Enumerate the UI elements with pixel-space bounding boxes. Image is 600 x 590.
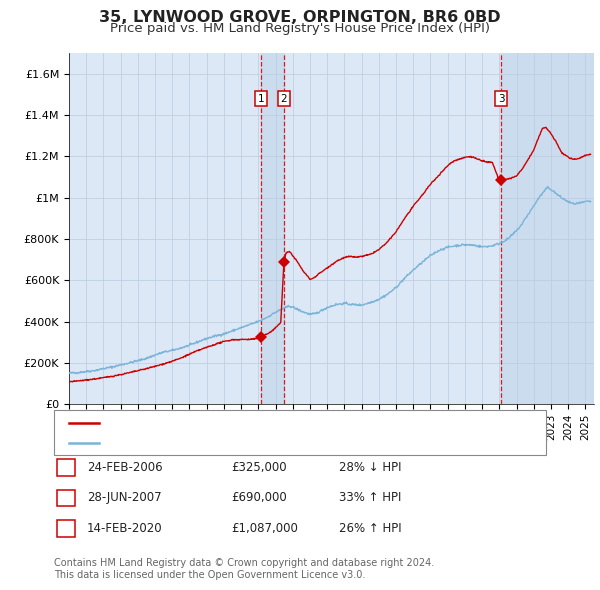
Text: Contains HM Land Registry data © Crown copyright and database right 2024.
This d: Contains HM Land Registry data © Crown c… <box>54 558 434 580</box>
Text: 3: 3 <box>62 522 70 535</box>
Text: 28-JUN-2007: 28-JUN-2007 <box>87 491 161 504</box>
Text: 2: 2 <box>62 491 70 504</box>
Text: 28% ↓ HPI: 28% ↓ HPI <box>339 461 401 474</box>
Text: HPI: Average price, detached house, Bromley: HPI: Average price, detached house, Brom… <box>108 438 361 448</box>
Text: 1: 1 <box>62 461 70 474</box>
Bar <box>261 53 284 404</box>
Text: 14-FEB-2020: 14-FEB-2020 <box>87 522 163 535</box>
Text: 1: 1 <box>257 94 264 104</box>
Text: £325,000: £325,000 <box>231 461 287 474</box>
Text: 3: 3 <box>498 94 505 104</box>
Text: 26% ↑ HPI: 26% ↑ HPI <box>339 522 401 535</box>
Text: £690,000: £690,000 <box>231 491 287 504</box>
Text: 33% ↑ HPI: 33% ↑ HPI <box>339 491 401 504</box>
Text: 35, LYNWOOD GROVE, ORPINGTON, BR6 0BD (detached house): 35, LYNWOOD GROVE, ORPINGTON, BR6 0BD (d… <box>108 418 461 428</box>
Text: Price paid vs. HM Land Registry's House Price Index (HPI): Price paid vs. HM Land Registry's House … <box>110 22 490 35</box>
Text: 2: 2 <box>281 94 287 104</box>
Text: 35, LYNWOOD GROVE, ORPINGTON, BR6 0BD: 35, LYNWOOD GROVE, ORPINGTON, BR6 0BD <box>99 10 501 25</box>
Text: 24-FEB-2006: 24-FEB-2006 <box>87 461 163 474</box>
Text: £1,087,000: £1,087,000 <box>231 522 298 535</box>
Bar <box>502 53 594 404</box>
